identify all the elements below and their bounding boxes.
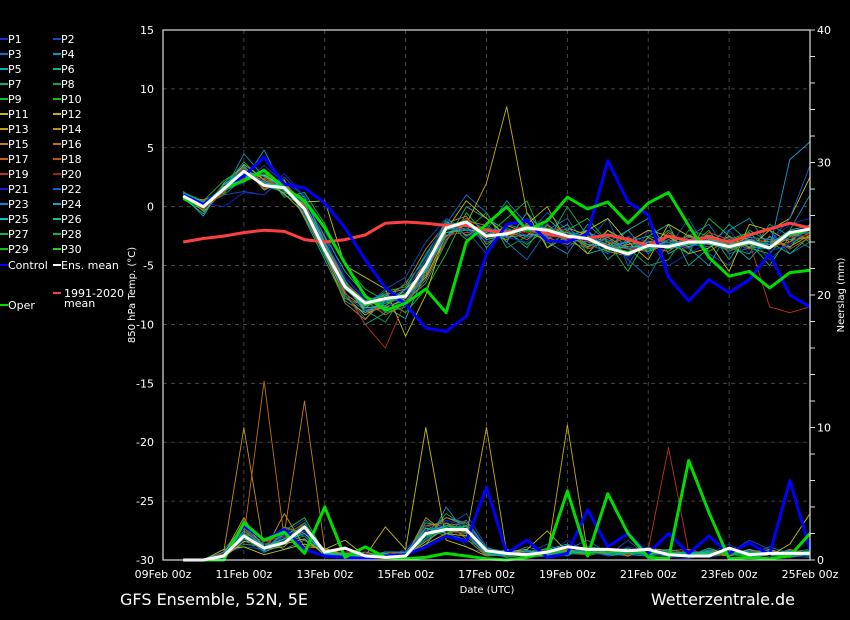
- y-tick-left-label: 0: [147, 201, 154, 214]
- legend-item-p14: P14: [61, 123, 82, 136]
- temp-line-p12: [183, 106, 811, 316]
- y-tick-right-label: 20: [817, 289, 831, 302]
- legend-item-p17: P17: [8, 153, 29, 166]
- legend-item-ens-mean: Ens. mean: [61, 259, 119, 272]
- legend-item-p28: P28: [61, 228, 82, 241]
- y-tick-left-label: -5: [143, 260, 154, 273]
- footer-source: Wetterzentrale.de: [651, 590, 795, 609]
- precip-line-ens-mean: [183, 525, 810, 562]
- legend-item-p26: P26: [61, 213, 82, 226]
- legend-item-p5: P5: [8, 63, 22, 76]
- y-axis-right-label: Neerslag (mm): [836, 257, 847, 332]
- legend-item-p23: P23: [8, 198, 29, 211]
- y-tick-left-label: -20: [136, 436, 154, 449]
- main-lines: [182, 155, 812, 562]
- y-tick-left-label: 5: [147, 142, 154, 155]
- x-tick-label: 25Feb 00z: [782, 568, 839, 581]
- y-tick-right-label: 0: [817, 554, 824, 567]
- y-tick-right-label: 40: [817, 24, 831, 37]
- x-tick-label: 23Feb 00z: [701, 568, 758, 581]
- legend-item-p21: P21: [8, 183, 29, 196]
- legend-item-climate-mean: 1991-2020 mean: [64, 287, 124, 310]
- temp-line-control: [182, 155, 811, 333]
- legend-item-p16: P16: [61, 138, 82, 151]
- x-axis-label: Date (UTC): [460, 585, 515, 596]
- legend-item-p15: P15: [8, 138, 29, 151]
- precip-line-oper: [183, 459, 812, 562]
- legend-item-p3: P3: [8, 48, 22, 61]
- legend: P1 P2 P3 P4 P5 P6 P7 P8 P9 P10 P11 P12 P13 P14 P15 P16 P…: [0, 33, 124, 312]
- grid: [163, 30, 810, 560]
- legend-item-control: Control: [8, 259, 48, 272]
- legend-item-p29: P29: [8, 243, 29, 256]
- legend-item-p30: P30: [61, 243, 82, 256]
- y-tick-left-label: 10: [140, 83, 154, 96]
- legend-item-p8: P8: [61, 78, 75, 91]
- y-tick-right-label: 30: [817, 157, 831, 170]
- precip-line-control: [183, 479, 812, 562]
- legend-item-p22: P22: [61, 183, 82, 196]
- legend-item-p9: P9: [8, 93, 22, 106]
- legend-item-p25: P25: [8, 213, 29, 226]
- y-tick-left-label: -25: [136, 495, 154, 508]
- legend-item-p7: P7: [8, 78, 22, 91]
- y-tick-left-label: -30: [136, 554, 154, 567]
- legend-item-p27: P27: [8, 228, 29, 241]
- legend-item-p1: P1: [8, 33, 22, 46]
- legend-item-p12: P12: [61, 108, 82, 121]
- x-tick-label: 09Feb 00z: [135, 568, 192, 581]
- legend-item-p19: P19: [8, 168, 29, 181]
- x-tick-label: 21Feb 00z: [620, 568, 677, 581]
- y-tick-right-label: 10: [817, 422, 831, 435]
- y-axis-left-label: 850 hPa Temp. (°C): [127, 247, 138, 343]
- legend-item-p18: P18: [61, 153, 82, 166]
- y-tick-left-label: -15: [136, 377, 154, 390]
- legend-item-p24: P24: [61, 198, 82, 211]
- temp-line-ens-mean: [182, 169, 811, 305]
- x-tick-label: 17Feb 00z: [458, 568, 515, 581]
- axes: 15 10 5 0 -5 -10 -15 -20 -25 -30 40 30 20 10 0 09Feb 00…: [135, 24, 839, 581]
- y-tick-left-label: -10: [136, 318, 154, 331]
- temp-line-1991-2020-mean: [182, 220, 811, 247]
- legend-item-p10: P10: [61, 93, 82, 106]
- x-tick-label: 13Feb 00z: [296, 568, 353, 581]
- legend-item-p2: P2: [61, 33, 75, 46]
- legend-item-p13: P13: [8, 123, 29, 136]
- chart-title: De Bilt (NL) 850 hPa Temp. & Neerslag | …: [167, 3, 703, 22]
- legend-item-p6: P6: [61, 63, 75, 76]
- footer-model-info: GFS Ensemble, 52N, 5E: [120, 590, 308, 609]
- y-tick-left-label: 15: [140, 24, 154, 37]
- legend-item-p20: P20: [61, 168, 82, 181]
- x-tick-label: 15Feb 00z: [377, 568, 434, 581]
- x-tick-label: 11Feb 00z: [216, 568, 273, 581]
- legend-item-p11: P11: [8, 108, 29, 121]
- legend-item-oper: Oper: [8, 299, 35, 312]
- x-tick-label: 19Feb 00z: [539, 568, 596, 581]
- legend-item-p4: P4: [61, 48, 75, 61]
